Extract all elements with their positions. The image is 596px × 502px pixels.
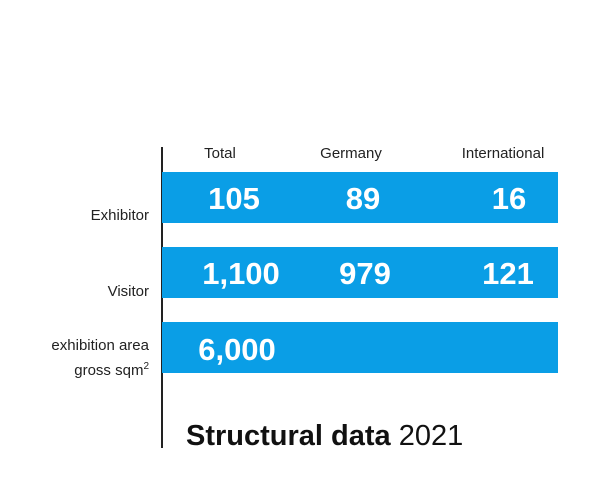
vertical-axis-line: [161, 147, 163, 448]
value-visitor-total: 1,100: [202, 256, 280, 291]
bar-exhibitor: [162, 172, 558, 223]
value-exhibitor-total: 105: [208, 181, 260, 216]
row-label-visitor: Visitor: [107, 283, 149, 300]
value-exhibition-area-total: 6,000: [198, 332, 276, 367]
column-header-total: Total: [204, 145, 236, 162]
chart-title-year: 2021: [398, 420, 464, 452]
bar-visitor: [162, 247, 558, 298]
row-label-exhibition-area-line1: exhibition area: [51, 337, 149, 354]
column-header-germany: Germany: [320, 145, 382, 162]
chart-title-main: Structural data: [186, 420, 391, 452]
row-label-exhibition-area-unit: gross sqm: [74, 362, 144, 379]
value-visitor-germany: 979: [339, 256, 391, 291]
value-exhibitor-germany: 89: [345, 181, 381, 216]
bar-exhibition-area: [162, 322, 558, 373]
value-exhibitor-international: 16: [491, 181, 527, 216]
value-visitor-international: 121: [482, 256, 534, 291]
row-label-exhibition-area: exhibition area gross sqm2: [51, 335, 149, 381]
superscript-2: 2: [143, 361, 149, 372]
column-header-international: International: [461, 145, 545, 162]
row-label-exhibition-area-line2: gross sqm2: [51, 356, 149, 381]
chart-title: Structural data 2021: [186, 420, 463, 453]
row-label-exhibitor: Exhibitor: [90, 207, 149, 224]
